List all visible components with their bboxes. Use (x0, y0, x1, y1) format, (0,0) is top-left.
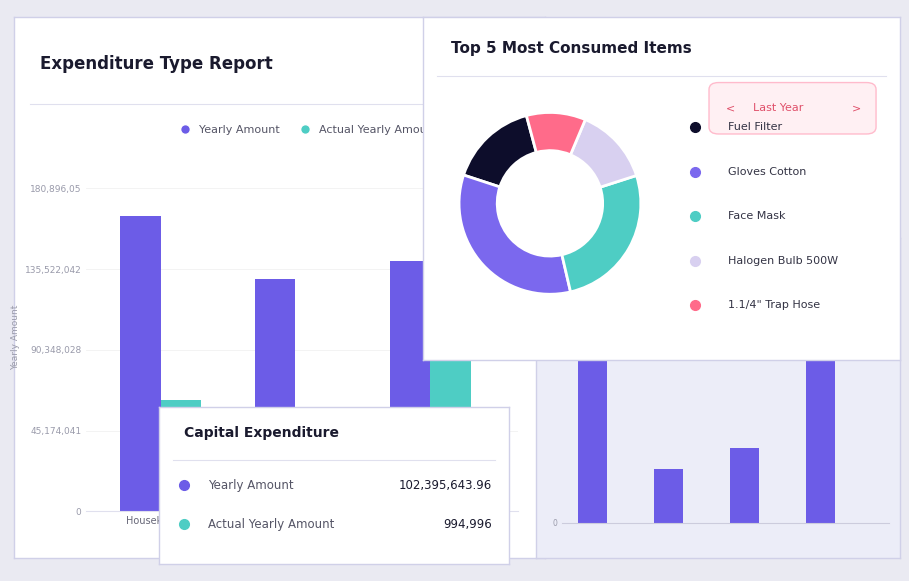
Bar (654, 469, 683, 523)
Text: 994,996: 994,996 (747, 263, 784, 272)
Bar (390, 261, 431, 511)
Wedge shape (526, 113, 585, 155)
Text: Capital Expenditure: Capital Expenditure (184, 425, 338, 439)
Text: 994,996: 994,996 (443, 518, 492, 531)
Text: Expenditure Type Report: Expenditure Type Report (40, 55, 273, 73)
Wedge shape (562, 175, 641, 292)
Text: 746,247: 746,247 (747, 333, 784, 342)
Bar (431, 311, 471, 511)
Bar (806, 324, 835, 523)
Text: Top 5 Most Consumed Items: Top 5 Most Consumed Items (451, 41, 692, 56)
Wedge shape (459, 175, 571, 294)
Wedge shape (464, 116, 536, 187)
Bar (255, 279, 295, 511)
Wedge shape (571, 120, 636, 187)
Legend: Yearly Amount, Actual Yearly Amount: Yearly Amount, Actual Yearly Amount (169, 120, 443, 139)
Text: Gloves Cotton: Gloves Cotton (728, 167, 806, 177)
Text: 102,395,643.96: 102,395,643.96 (398, 479, 492, 492)
Bar (730, 447, 759, 523)
Text: <: < (726, 103, 735, 113)
Text: Halogen Bulb 500W: Halogen Bulb 500W (728, 256, 838, 266)
FancyBboxPatch shape (709, 83, 876, 134)
Text: Face Mask: Face Mask (728, 211, 785, 221)
Text: Last Year: Last Year (753, 103, 804, 113)
Bar (120, 216, 161, 511)
Text: >: > (853, 103, 862, 113)
Text: Actual Yearly Amount: Actual Yearly Amount (208, 518, 335, 531)
Bar (161, 400, 201, 511)
Text: Yearly Amount: Yearly Amount (208, 479, 294, 492)
Text: 1.1/4" Trap Hose: 1.1/4" Trap Hose (728, 300, 820, 310)
Text: unt: unt (864, 391, 873, 405)
Y-axis label: Yearly Amount: Yearly Amount (12, 304, 21, 370)
Bar (578, 314, 606, 523)
Text: Fuel Filter: Fuel Filter (728, 122, 783, 132)
